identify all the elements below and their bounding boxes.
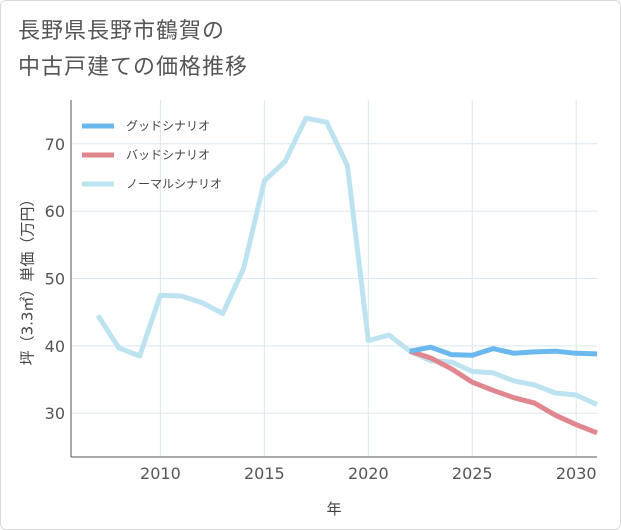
- x-tick-label: 2015: [244, 464, 285, 483]
- axes: [70, 100, 597, 458]
- y-axis-title: 坪（3.3㎡）単価（万円）: [19, 192, 37, 366]
- grid: [71, 100, 597, 457]
- series-line-2: [409, 348, 598, 436]
- chart-title: 長野県長野市鶴賀の 中古戸建ての価格推移: [18, 14, 248, 86]
- chart-title-line-2: 中古戸建ての価格推移: [18, 55, 249, 80]
- legend-label-3: ノーマルシナリオ: [126, 177, 222, 191]
- legend-label-1: グッドシナリオ: [126, 119, 210, 133]
- y-tick-label: 30: [45, 404, 65, 423]
- series-line-3: [95, 115, 599, 407]
- chart-title-line-1: 長野県長野市鶴賀の: [18, 19, 226, 44]
- y-tick-label: 70: [45, 135, 65, 154]
- x-axis-title: 年: [326, 500, 341, 518]
- x-tick-label: 2020: [348, 464, 389, 483]
- y-tick-label: 60: [45, 202, 65, 221]
- x-tick-label: 2010: [140, 464, 181, 483]
- series-layer: [95, 115, 599, 436]
- x-tick-label: 2025: [452, 464, 493, 483]
- series-line-1: [409, 344, 598, 358]
- y-tick-label: 40: [45, 337, 65, 356]
- tick-labels: 2010 2015 2020 2025 2030 30 40 50 60 70: [45, 135, 597, 483]
- x-tick-label: 2030: [556, 464, 597, 483]
- y-tick-label: 50: [45, 270, 65, 289]
- legend-label-2: バッドシナリオ: [126, 148, 210, 162]
